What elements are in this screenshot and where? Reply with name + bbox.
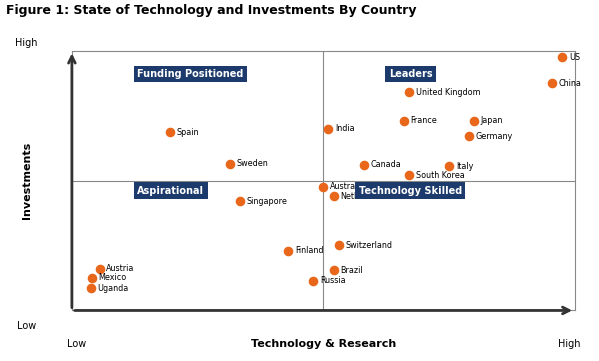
Text: France: France [410,116,437,125]
Text: United Kingdom: United Kingdom [416,88,480,97]
Point [165,130,175,135]
Text: Figure 1: State of Technology and Investments By Country: Figure 1: State of Technology and Invest… [6,4,416,17]
Text: Russia: Russia [320,276,346,285]
Text: US: US [569,53,580,61]
Text: High: High [558,339,580,349]
Text: Finland: Finland [295,246,323,255]
Point [283,248,293,253]
Text: Mexico: Mexico [99,274,127,282]
Point [235,199,245,204]
Text: Singapore: Singapore [247,197,288,206]
Point [329,193,338,199]
Point [404,89,414,95]
Text: Austria: Austria [106,264,134,273]
Text: India: India [335,124,355,133]
Point [399,118,409,123]
Point [547,80,557,86]
Text: Italy: Italy [456,162,473,171]
Text: Germany: Germany [476,132,513,141]
Point [95,266,104,272]
Point [329,267,338,273]
Text: Leaders: Leaders [389,69,432,79]
Text: Canada: Canada [370,160,401,169]
Text: Funding Positioned: Funding Positioned [137,69,244,79]
Text: South Korea: South Korea [416,171,464,180]
Text: Sweden: Sweden [237,159,269,168]
Text: Japan: Japan [481,116,503,125]
Point [444,163,454,169]
Point [226,161,235,166]
Point [87,275,97,281]
Point [86,286,96,291]
Point [470,118,479,123]
Point [334,243,343,248]
Text: Low: Low [67,339,86,349]
Point [323,126,333,131]
Text: Switzerland: Switzerland [345,241,392,250]
Text: Technology & Research: Technology & Research [251,339,396,349]
Text: Australia: Australia [330,183,365,191]
Text: Spain: Spain [177,128,199,137]
Text: Investments: Investments [22,142,32,219]
Text: High: High [16,38,38,48]
Point [558,54,567,60]
Text: Technology Skilled: Technology Skilled [359,186,462,196]
Text: Brazil: Brazil [340,266,362,275]
Text: Uganda: Uganda [98,284,129,293]
Text: Aspirational: Aspirational [137,186,204,196]
Point [465,134,474,139]
Point [359,162,368,168]
Text: Netherlands: Netherlands [340,192,389,201]
Text: Low: Low [17,321,36,331]
Point [319,184,328,190]
Text: China: China [559,79,582,87]
Point [308,278,318,283]
Point [404,173,414,178]
